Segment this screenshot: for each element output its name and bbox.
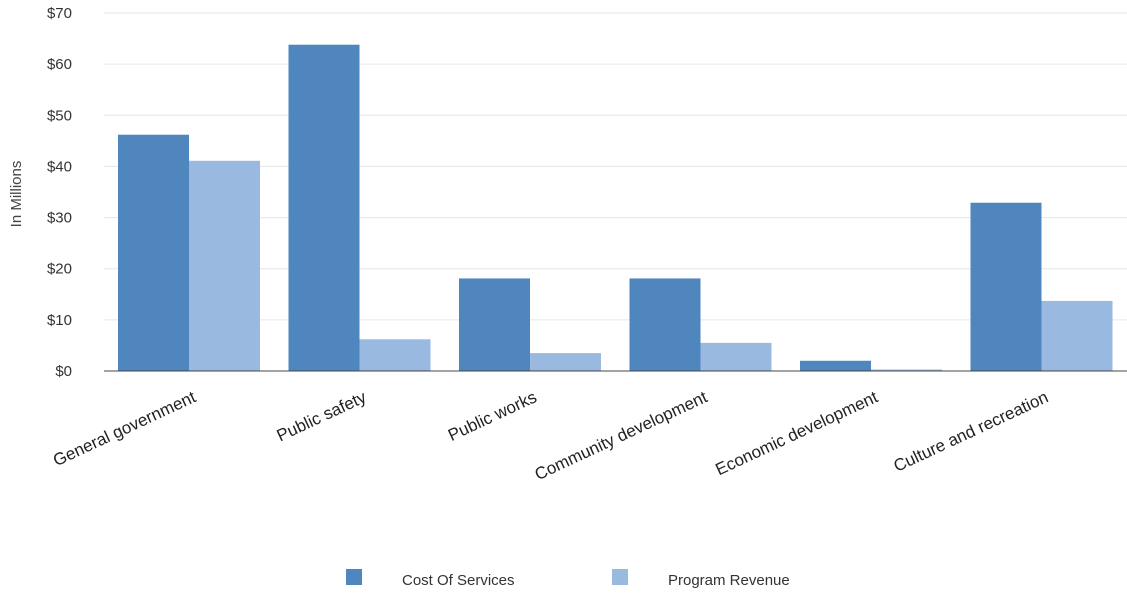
y-tick-label: $0 [55,363,72,380]
y-tick-label: $20 [47,261,72,278]
y-tick-label: $50 [47,107,72,124]
x-tick-label: Public safety [274,387,370,445]
bar-cost-of-services[interactable] [459,278,530,371]
bar-program-revenue[interactable] [189,160,260,371]
y-tick-label: $40 [47,158,72,175]
bar-program-revenue[interactable] [530,353,601,371]
legend-swatch [612,569,628,585]
legend-label: Program Revenue [668,572,790,589]
bar-cost-of-services[interactable] [288,44,360,372]
legend-label: Cost Of Services [402,572,515,589]
y-tick-label: $60 [47,56,72,73]
bar-program-revenue[interactable] [359,339,431,371]
bar-cost-of-services[interactable] [118,134,189,371]
bar-program-revenue[interactable] [871,369,942,371]
legend: Cost Of Services Program Revenue [346,569,790,589]
y-axis-title: In Millions [8,161,25,228]
bar-cost-of-services[interactable] [800,360,871,371]
x-tick-label: Economic development [712,387,880,479]
bar-cost-of-services[interactable] [629,278,701,371]
legend-swatch [346,569,362,585]
y-tick-label: $30 [47,210,72,227]
bars [118,44,1113,372]
x-axis-labels: General government Public safety Public wo… [50,387,1051,484]
x-tick-label: Public works [445,387,540,445]
x-tick-label: Community development [532,387,711,484]
bar-program-revenue[interactable] [700,342,772,371]
y-tick-label: $70 [47,5,72,22]
y-axis-ticks: $0 $10 $20 $30 $40 $50 $60 $70 [47,5,72,380]
bar-cost-of-services[interactable] [970,202,1042,371]
bar-program-revenue[interactable] [1041,300,1113,371]
x-tick-label: General government [50,387,199,470]
gridlines [104,12,1127,321]
y-tick-label: $10 [47,312,72,329]
x-tick-label: Culture and recreation [891,387,1051,475]
